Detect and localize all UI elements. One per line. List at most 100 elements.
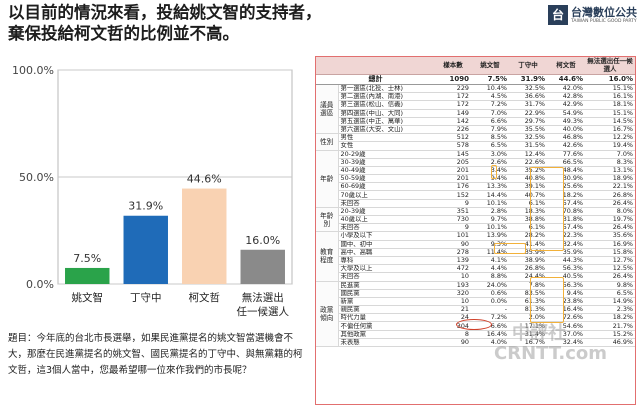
table-cell: 145 — [435, 150, 471, 159]
table-cell: 46.9% — [585, 338, 635, 348]
table-cell: 32.5% — [509, 84, 547, 94]
table-cell: 12.5% — [585, 264, 635, 274]
table-cell: 13.9% — [471, 231, 509, 241]
table-cell: 15.1% — [585, 109, 635, 118]
table-row: 年齡 20-29歲 145 3.0% 12.4% 77.6% 7.0% — [316, 150, 635, 208]
bar — [65, 267, 110, 284]
logo-name: 台灣數位公共 — [571, 6, 637, 19]
table-row-label: 未表態 — [338, 338, 435, 348]
table-row: 50-59歲 201 9.4% 40.8% 30.9% 18.9% — [316, 174, 635, 184]
table-row-label: 新黨 — [338, 297, 435, 307]
table-row: 70歲以上 152 14.4% 40.7% 18.2% 26.8% — [316, 190, 635, 200]
table-cell: 83.5% — [509, 289, 547, 298]
table-cell: - — [471, 305, 509, 315]
table-cell: 29.7% — [509, 117, 547, 126]
highlight-education-box — [530, 277, 564, 323]
x-tick-label: 柯文哲 — [189, 291, 221, 304]
table-cell: 44.3% — [547, 256, 585, 266]
table-cell: 16.7% — [585, 125, 635, 135]
table-row: 60-69歲 176 13.3% 39.1% 25.6% 22.1% — [316, 182, 635, 192]
table-cell: 11.4% — [471, 248, 509, 257]
table-row-label: 高中、高職 — [338, 248, 435, 257]
table-cell: 81.3% — [509, 305, 547, 315]
table-row: 第三選區(松山、信義) 172 7.2% 31.7% 42.9% 18.1% — [316, 100, 635, 110]
table-cell: 2.3% — [585, 305, 635, 315]
table-cell: 14.5% — [585, 117, 635, 126]
table-cell: 278 — [435, 248, 471, 257]
table-cell: 22.6% — [509, 158, 547, 167]
table-cell: 149 — [435, 109, 471, 118]
table-total-cell: 7.5% — [471, 74, 509, 85]
table-cell: 57.4% — [547, 199, 585, 208]
table-cell: 6.5% — [471, 141, 509, 151]
table-cell: 61.3% — [509, 297, 547, 307]
survey-question: 題目：今年底的台北市長選舉，如果民進黨提名的姚文智當選機會不大，那麼在民進黨提名… — [8, 333, 303, 376]
bar-value-label: 7.5% — [73, 252, 101, 265]
table-row-label: 國中、初中 — [338, 240, 435, 249]
table-cell: 6.5% — [585, 289, 635, 298]
table-cell: 12.2% — [585, 133, 635, 143]
table-cell: 152 — [435, 190, 471, 200]
table-cell: 19.7% — [585, 215, 635, 225]
table-cell: 21 — [435, 305, 471, 315]
table-cell: 77.6% — [547, 150, 585, 159]
bar-value-label: 16.0% — [245, 234, 280, 247]
table-cell: 9 — [435, 223, 471, 233]
bar — [123, 215, 168, 284]
table-cell: 8 — [435, 330, 471, 339]
highlight-age-box — [530, 167, 564, 251]
table-row-label: 未回答 — [338, 272, 435, 282]
table-cell: 24.0% — [471, 281, 509, 290]
table-total-label: 總計 — [316, 74, 435, 85]
watermark-line-1: 中評社 — [512, 323, 566, 344]
table-cell: 24 — [435, 313, 471, 323]
table-row-label: 女性 — [338, 141, 435, 151]
table-group-label: 政黨傾向 — [316, 281, 339, 347]
table-group-label: 年齡 — [316, 150, 339, 208]
table-cell: 42.0% — [547, 84, 585, 94]
table-cell: 18.2% — [585, 313, 635, 323]
logo: 台 台灣數位公共 TAIWAN PUBLIC GOOD PARTY — [548, 4, 640, 30]
table-total-row: 總計 1090 7.5% 31.9% 44.6% 16.0% — [316, 74, 635, 85]
table-cell: 15.1% — [585, 84, 635, 94]
table-header-cell: 姚文智 — [471, 57, 509, 75]
table-row: 40-49歲 201 3.4% 35.2% 48.4% 13.1% — [316, 166, 635, 176]
bar-chart: 0.0% 50.0% 100.0% 7.5% 姚文智 31.9% 丁守中 44.6% 柯文哲 16… — [0, 56, 310, 326]
table-group-label: 性別 — [316, 133, 339, 151]
table-cell: 28.2% — [509, 231, 547, 241]
table-cell: 15.8% — [585, 248, 635, 257]
table-cell: 31.8% — [547, 215, 585, 225]
table-row-label: 大學及以上 — [338, 264, 435, 274]
table-row-label: 民進黨 — [338, 281, 435, 290]
table-cell: 13.3% — [471, 182, 509, 192]
table-cell: 31.4% — [509, 330, 547, 339]
table-cell: 7.8% — [509, 281, 547, 290]
highlight-age-group-marker — [494, 243, 526, 254]
table-cell: 18.2% — [547, 190, 585, 200]
table-row: 年齡別 20-39歲 351 2.8% 18.3% 70.8% 8.0% — [316, 207, 635, 233]
table-row: 高中、高職 278 11.4% 35.9% 35.9% 15.8% — [316, 248, 635, 257]
table-cell: 72.6% — [547, 313, 585, 323]
table-header-row: 樣本數 姚文智 丁守中 柯文哲 無法選出任一候選人 — [316, 57, 635, 75]
watermark-line-2: CRNTT.com — [494, 343, 608, 364]
table-cell: 40.5% — [547, 272, 585, 282]
table-cell: 22.1% — [585, 182, 635, 192]
table-row: 大學及以上 472 4.4% 26.8% 56.3% 12.5% — [316, 264, 635, 274]
table-row-label: 時代力量 — [338, 313, 435, 323]
table-row: 未回答 10 8.8% 24.4% 40.5% 26.4% — [316, 272, 635, 282]
table-row: 其他政黨 8 16.4% 31.4% 37.0% 15.2% — [316, 330, 635, 339]
table-cell: 13.1% — [585, 166, 635, 176]
table-cell: 36.6% — [509, 92, 547, 102]
table-cell: 16.4% — [547, 305, 585, 315]
table-cell: 16.1% — [585, 92, 635, 102]
table-row: 第五選區(中正、萬華) 142 6.6% 29.7% 49.3% 14.5% — [316, 117, 635, 126]
table-cell: 90 — [435, 338, 471, 348]
table-cell: 26.4% — [585, 272, 635, 282]
table-header-cell: 樣本數 — [435, 57, 471, 75]
table-cell: 22.3% — [547, 231, 585, 241]
table-cell: 26.4% — [585, 223, 635, 233]
table-row: 專科 139 4.1% 38.9% 44.3% 12.7% — [316, 256, 635, 266]
title-line-1: 以目前的情況來看，投給姚文智的支持者， — [8, 3, 322, 22]
table-cell: 142 — [435, 117, 471, 126]
table-cell: 23.8% — [547, 297, 585, 307]
